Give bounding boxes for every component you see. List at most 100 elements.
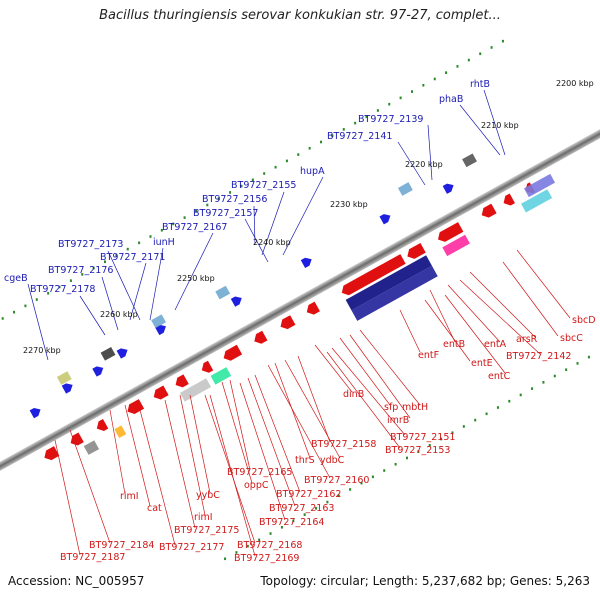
scale-label-2250: 2250 kbp — [177, 274, 215, 283]
gene-label-imrB[interactable]: imrB — [387, 415, 409, 426]
scale-dot — [372, 476, 374, 479]
scale-dot — [474, 419, 476, 422]
gene-label-BT9727_2168[interactable]: BT9727_2168 — [237, 540, 302, 551]
gene-label-ydbC[interactable]: ydbC — [320, 455, 345, 466]
gene-label-mbtH[interactable]: mbtH — [402, 402, 428, 413]
gene-label-BT9727_2151[interactable]: BT9727_2151 — [390, 432, 455, 443]
scale-label-2210: 2210 kbp — [481, 121, 519, 130]
scale-dot — [554, 375, 556, 378]
gene-label-arsR[interactable]: arsR — [516, 334, 538, 345]
gene-label-entC[interactable]: entC — [488, 371, 511, 382]
gene-label-thrS[interactable]: thrS — [295, 455, 315, 466]
gene-label-sbcC[interactable]: sbcC — [560, 333, 583, 344]
gene-label-yybC[interactable]: yybC — [196, 490, 220, 501]
gene-label-BT9727_2173[interactable]: BT9727_2173 — [58, 239, 123, 250]
gene-shape — [231, 294, 244, 307]
topology-summary: Topology: circular; Length: 5,237,682 bp… — [260, 574, 590, 588]
gene-arrow — [304, 302, 320, 317]
gene-label-BT9727_2164[interactable]: BT9727_2164 — [259, 517, 324, 528]
gene-shape — [151, 385, 169, 401]
gene-label-rimI-2[interactable]: rimI — [194, 512, 213, 523]
gene-label-BT9727_2141[interactable]: BT9727_2141 — [327, 131, 392, 142]
feature-box — [114, 425, 126, 438]
gene-label-BT9727_2184[interactable]: BT9727_2184 — [89, 540, 154, 551]
gene-label-BT9727_2175[interactable]: BT9727_2175 — [174, 525, 239, 536]
scale-dot — [224, 557, 226, 560]
scale-dot — [2, 317, 4, 320]
gene-label-rhtB[interactable]: rhtB — [470, 79, 490, 90]
scale-dot — [149, 235, 151, 238]
gene-shape — [30, 406, 43, 419]
leader-line-red — [110, 410, 125, 494]
scale-dot — [542, 381, 544, 384]
scale-dot — [497, 406, 499, 409]
gene-label-BT9727_2169[interactable]: BT9727_2169 — [234, 553, 299, 564]
gene-label-BT9727_2177[interactable]: BT9727_2177 — [159, 542, 224, 553]
gene-label-BT9727_2178[interactable]: BT9727_2178 — [30, 284, 95, 295]
gene-label-BT9727_2165[interactable]: BT9727_2165 — [227, 467, 292, 478]
gene-label-cat[interactable]: cat — [147, 503, 162, 514]
gene-label-BT9727_2158[interactable]: BT9727_2158 — [311, 439, 376, 450]
gene-label-BT9727_2160[interactable]: BT9727_2160 — [304, 475, 369, 486]
scale-dot — [24, 305, 26, 308]
scale-labels: 2200 kbp 2210 kbp 2220 kbp 2230 kbp 2240… — [23, 79, 594, 355]
leader-line-red — [517, 250, 570, 318]
gene-label-BT9727_2171[interactable]: BT9727_2171 — [100, 252, 165, 263]
feature-box — [57, 371, 72, 385]
gene-shape — [379, 212, 392, 225]
gene-arrow — [443, 181, 456, 194]
gene-arrow — [221, 345, 242, 363]
gene-label-BT9727_2155[interactable]: BT9727_2155 — [231, 180, 296, 191]
gene-label-sbcD[interactable]: sbcD — [572, 315, 596, 326]
scale-label-2270: 2270 kbp — [23, 346, 61, 355]
feature-box — [211, 367, 232, 384]
gene-label-entF[interactable]: entF — [418, 350, 439, 361]
scale-dot — [445, 71, 447, 74]
gene-label-BT9727_2163[interactable]: BT9727_2163 — [269, 503, 334, 514]
gene-shape — [94, 419, 108, 433]
gene-label-BT9727_2157[interactable]: BT9727_2157 — [193, 208, 258, 219]
gene-label-BT9727_2153[interactable]: BT9727_2153 — [385, 445, 450, 456]
scale-dot — [127, 248, 129, 251]
gene-label-oppC[interactable]: oppC — [244, 480, 269, 491]
scale-dot — [297, 153, 299, 156]
accession-text: Accession: NC_005957 — [8, 574, 144, 588]
gene-label-BT9727_2139[interactable]: BT9727_2139 — [358, 114, 423, 125]
gene-label-hupA[interactable]: hupA — [300, 166, 325, 177]
leader-line-red — [275, 363, 310, 458]
gene-label-BT9727_2167[interactable]: BT9727_2167 — [162, 222, 227, 233]
gene-shape — [252, 331, 268, 346]
gene-label-BT9727_2176[interactable]: BT9727_2176 — [48, 265, 113, 276]
gene-label-BT9727_2156[interactable]: BT9727_2156 — [202, 194, 267, 205]
gene-arrow — [173, 374, 189, 389]
scale-dot — [388, 103, 390, 106]
gene-label-iunH[interactable]: iunH — [153, 237, 175, 248]
gene-label-phaB[interactable]: phaB — [439, 94, 463, 105]
scale-label-2200: 2200 kbp — [556, 79, 594, 88]
leader-line-red — [315, 345, 352, 392]
genome-map[interactable]: 2200 kbp 2210 kbp 2220 kbp 2230 kbp 2240… — [0, 0, 600, 600]
scale-dot — [184, 216, 186, 219]
gene-label-entB[interactable]: entB — [443, 339, 465, 350]
gene-label-rimI-1[interactable]: rimI — [120, 491, 139, 502]
scale-label-2230: 2230 kbp — [330, 200, 368, 209]
gene-label-cgeB[interactable]: cgeB — [4, 273, 28, 284]
scale-dot — [320, 141, 322, 144]
scale-dot — [479, 52, 481, 55]
scale-dot — [456, 65, 458, 68]
gene-label-entA[interactable]: entA — [484, 339, 507, 350]
gene-label-BT9727_2187[interactable]: BT9727_2187 — [60, 552, 125, 563]
gene-arrow — [30, 406, 43, 419]
leader-line-red — [448, 285, 500, 342]
gene-label-BT9727_2162[interactable]: BT9727_2162 — [276, 489, 341, 500]
gene-label-sfp[interactable]: sfp — [384, 402, 398, 413]
scale-dot — [349, 488, 351, 491]
gene-arrow — [199, 361, 213, 375]
gene-label-BT9727_2142[interactable]: BT9727_2142 — [506, 351, 571, 362]
gene-label-dinB[interactable]: dinB — [343, 389, 364, 400]
gene-arrow — [501, 194, 515, 208]
scale-dot — [263, 172, 265, 175]
gene-label-entE[interactable]: entE — [471, 358, 493, 369]
feature-box — [398, 182, 413, 196]
scale-dot — [531, 387, 533, 390]
